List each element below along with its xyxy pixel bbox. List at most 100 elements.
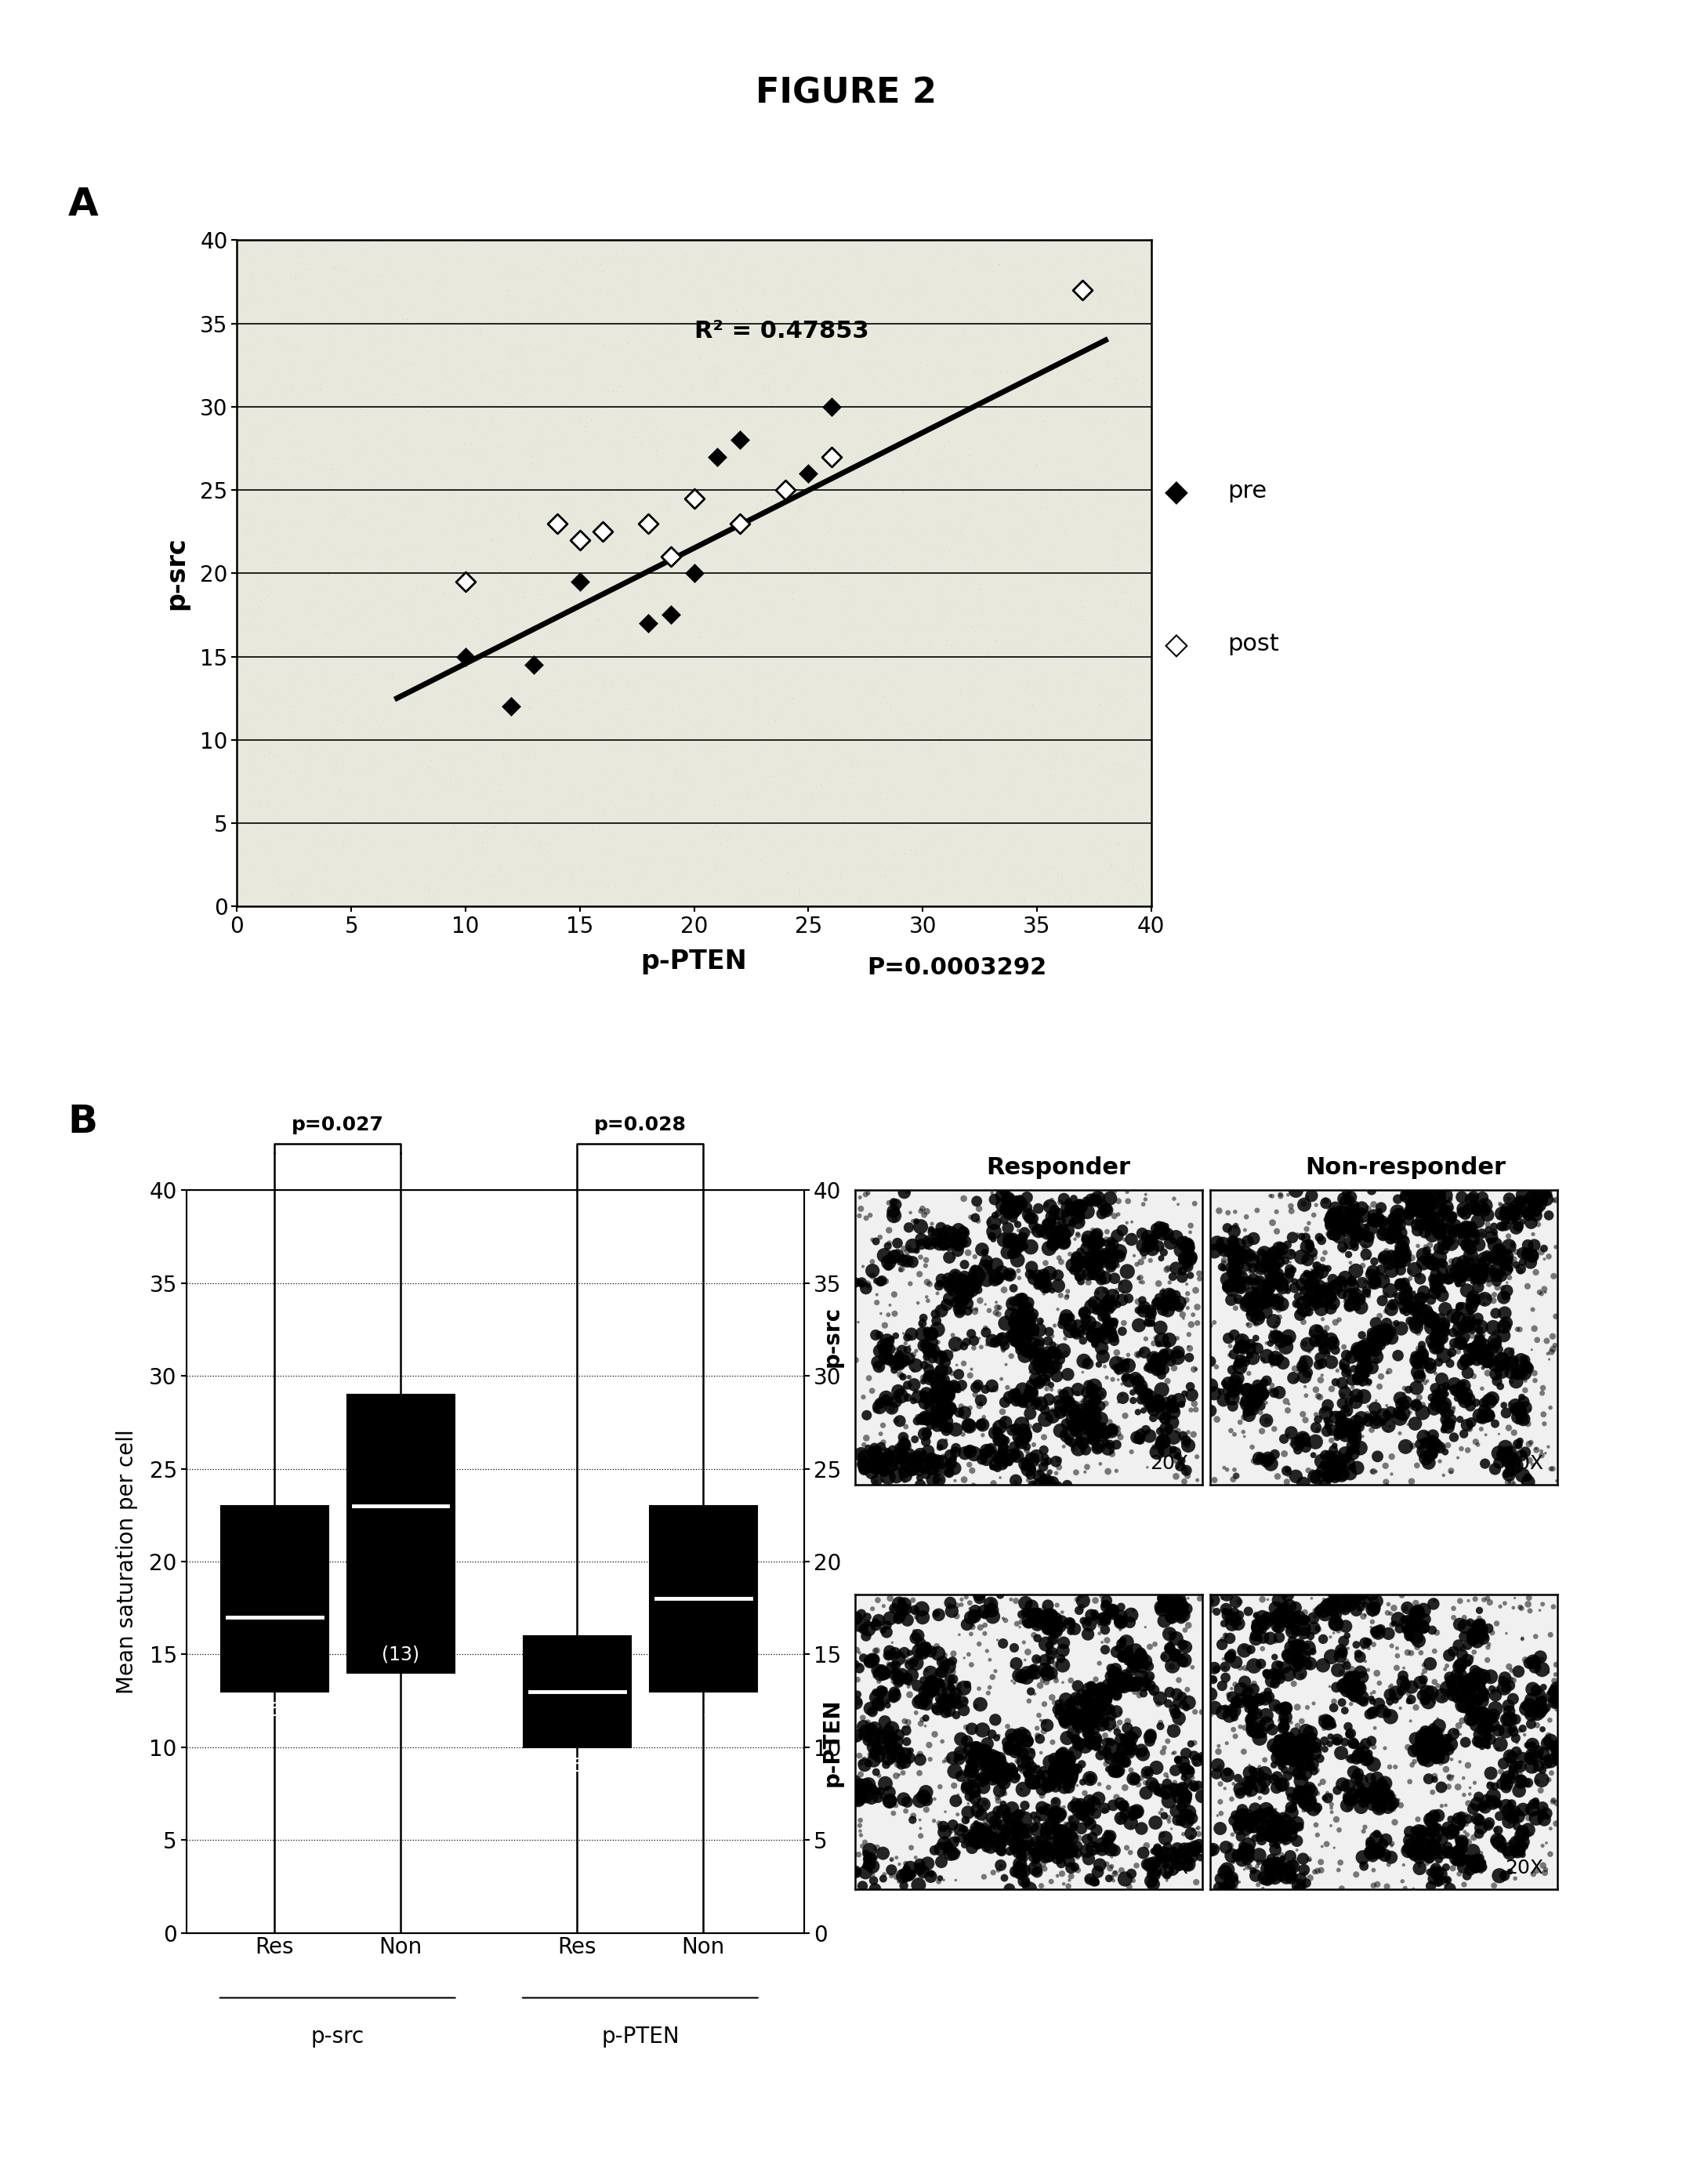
Point xyxy=(1056,1697,1084,1732)
Point xyxy=(1263,1286,1290,1321)
Point xyxy=(1473,1241,1500,1275)
Point xyxy=(1390,1651,1417,1686)
Point xyxy=(449,432,476,467)
Point xyxy=(972,352,999,387)
Point xyxy=(713,256,740,290)
Point xyxy=(1427,1743,1454,1778)
Point xyxy=(1031,1439,1058,1474)
Point xyxy=(928,1391,955,1426)
Point xyxy=(1248,1389,1275,1424)
Point xyxy=(1458,1704,1485,1738)
Point xyxy=(1246,1378,1273,1413)
Point xyxy=(1097,1426,1124,1461)
Point xyxy=(909,1601,936,1636)
Point xyxy=(872,1441,899,1476)
Point xyxy=(982,1808,1009,1843)
Point xyxy=(1265,1258,1292,1293)
Point xyxy=(1065,1706,1092,1741)
Point xyxy=(1045,474,1072,509)
Point xyxy=(899,1452,926,1487)
Point xyxy=(315,557,342,592)
Point xyxy=(235,271,262,306)
Point xyxy=(1085,1245,1112,1280)
Point xyxy=(867,1655,894,1690)
Point xyxy=(872,1382,899,1417)
Point xyxy=(406,806,433,841)
Point xyxy=(1458,1310,1485,1345)
Point xyxy=(808,657,835,692)
Point xyxy=(909,795,936,830)
Point xyxy=(1116,1638,1143,1673)
Point xyxy=(652,841,679,876)
Point xyxy=(1368,1778,1395,1813)
Point xyxy=(1422,1214,1449,1249)
Point xyxy=(1175,1688,1202,1723)
Point xyxy=(1410,1839,1437,1874)
Point xyxy=(1217,1865,1244,1900)
Point xyxy=(1024,1597,1051,1631)
Point xyxy=(1233,1199,1260,1234)
Point xyxy=(1370,1241,1397,1275)
Point xyxy=(1055,1203,1082,1238)
Point xyxy=(1114,1638,1141,1673)
Point xyxy=(1339,1265,1366,1299)
Point xyxy=(1244,1299,1271,1334)
Point xyxy=(1343,1254,1370,1289)
Point xyxy=(760,594,787,629)
Point xyxy=(1236,1747,1263,1782)
Point xyxy=(858,1455,885,1489)
Point xyxy=(1094,1623,1121,1658)
Point xyxy=(955,537,982,572)
Point xyxy=(1222,1267,1249,1302)
Point xyxy=(1363,1404,1390,1439)
Point xyxy=(1249,1581,1277,1616)
Point xyxy=(1383,1195,1410,1230)
Point xyxy=(603,729,630,764)
Point xyxy=(1517,1697,1544,1732)
Point xyxy=(843,1780,870,1815)
Point xyxy=(1398,1190,1426,1225)
Point xyxy=(1285,1433,1312,1468)
Point xyxy=(1419,1612,1446,1647)
Point xyxy=(1236,1832,1263,1867)
Point xyxy=(926,1225,953,1260)
Point xyxy=(1129,256,1156,290)
Point xyxy=(1056,1605,1084,1640)
Point xyxy=(885,1341,913,1376)
Point xyxy=(824,548,852,583)
Point xyxy=(1385,1182,1412,1216)
Point xyxy=(1121,1592,1148,1627)
Point xyxy=(862,642,889,677)
Point xyxy=(1409,1173,1436,1208)
Point xyxy=(1033,1627,1060,1662)
Point xyxy=(670,448,698,483)
Point xyxy=(862,1734,889,1769)
Point xyxy=(1077,1693,1104,1728)
Point xyxy=(1346,1776,1373,1811)
Point xyxy=(599,328,626,363)
Point xyxy=(987,1431,1014,1465)
Point xyxy=(804,640,831,675)
Point xyxy=(1529,1182,1556,1216)
Point xyxy=(1063,1837,1090,1872)
Point xyxy=(1397,1192,1424,1227)
Point xyxy=(1128,1411,1155,1446)
Point xyxy=(875,1332,902,1367)
Point xyxy=(1009,1385,1036,1420)
Point xyxy=(972,1234,999,1269)
Point xyxy=(1315,1588,1343,1623)
Point xyxy=(913,1448,940,1483)
Point xyxy=(896,1328,923,1363)
Point xyxy=(1029,404,1056,439)
Point xyxy=(826,860,853,895)
Point xyxy=(1004,1605,1031,1640)
Point xyxy=(288,679,315,714)
Point xyxy=(1031,1653,1058,1688)
Point xyxy=(1458,1693,1485,1728)
Point xyxy=(1326,1614,1353,1649)
Point xyxy=(1405,1315,1432,1350)
Point xyxy=(846,1782,874,1817)
Point xyxy=(975,1738,1002,1773)
Point xyxy=(503,620,530,655)
Point xyxy=(1346,1671,1373,1706)
